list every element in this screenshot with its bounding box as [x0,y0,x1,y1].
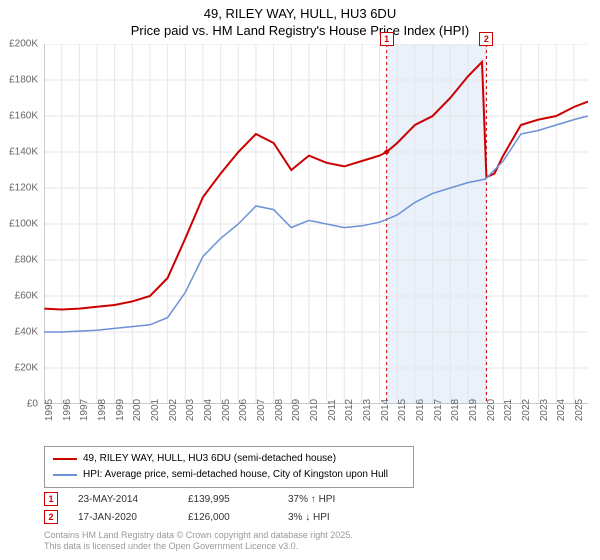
chart-container: 49, RILEY WAY, HULL, HU3 6DU Price paid … [0,0,600,560]
x-tick-label: 1996 [62,399,73,421]
sale-date: 23-MAY-2014 [78,494,168,505]
title-address: 49, RILEY WAY, HULL, HU3 6DU [0,6,600,23]
sale-row: 1 23-MAY-2014 £139,995 37% ↑ HPI [44,490,368,508]
x-tick-label: 2008 [274,399,285,421]
y-tick-label: £20K [15,363,38,374]
x-tick-label: 1999 [115,399,126,421]
y-tick-label: £200K [9,39,38,50]
footer-line2: This data is licensed under the Open Gov… [44,541,353,552]
x-tick-label: 1998 [97,399,108,421]
legend-label: HPI: Average price, semi-detached house,… [83,467,388,483]
x-tick-label: 2018 [450,399,461,421]
x-tick-label: 2001 [150,399,161,421]
x-tick-label: 2015 [397,399,408,421]
x-axis: 1995199619971998199920002001200220032004… [44,406,588,446]
legend-label: 49, RILEY WAY, HULL, HU3 6DU (semi-detac… [83,451,336,467]
y-tick-label: £120K [9,183,38,194]
x-tick-label: 2022 [521,399,532,421]
footer-note: Contains HM Land Registry data © Crown c… [44,530,353,552]
title-subtitle: Price paid vs. HM Land Registry's House … [0,23,600,40]
x-tick-label: 2002 [168,399,179,421]
x-tick-label: 2009 [291,399,302,421]
plot-area: 12 [44,44,588,404]
sale-delta: 37% ↑ HPI [288,494,368,505]
y-tick-label: £40K [15,327,38,338]
x-tick-label: 2016 [415,399,426,421]
x-tick-label: 2006 [238,399,249,421]
x-tick-label: 2019 [468,399,479,421]
x-tick-label: 2012 [344,399,355,421]
sale-price: £139,995 [188,494,268,505]
x-tick-label: 2014 [380,399,391,421]
x-tick-label: 2004 [203,399,214,421]
x-tick-label: 2010 [309,399,320,421]
sale-callout-2: 2 [479,32,493,46]
sale-row: 2 17-JAN-2020 £126,000 3% ↓ HPI [44,508,368,526]
y-tick-label: £180K [9,75,38,86]
sale-marker: 1 [44,492,58,506]
y-tick-label: £0 [27,399,38,410]
sale-marker: 2 [44,510,58,524]
y-tick-label: £140K [9,147,38,158]
x-tick-label: 1995 [44,399,55,421]
sale-callout-1: 1 [380,32,394,46]
x-tick-label: 2003 [185,399,196,421]
x-tick-label: 2020 [486,399,497,421]
x-tick-label: 2024 [556,399,567,421]
x-tick-label: 2005 [221,399,232,421]
x-tick-label: 2007 [256,399,267,421]
x-tick-label: 2017 [433,399,444,421]
y-tick-label: £160K [9,111,38,122]
x-tick-label: 2013 [362,399,373,421]
y-tick-label: £100K [9,219,38,230]
y-axis: £0£20K£40K£60K£80K£100K£120K£140K£160K£1… [0,44,42,404]
title-block: 49, RILEY WAY, HULL, HU3 6DU Price paid … [0,0,600,40]
x-tick-label: 1997 [79,399,90,421]
x-tick-label: 2000 [132,399,143,421]
y-tick-label: £80K [15,255,38,266]
sale-delta: 3% ↓ HPI [288,512,368,523]
legend-item: 49, RILEY WAY, HULL, HU3 6DU (semi-detac… [53,451,405,467]
legend: 49, RILEY WAY, HULL, HU3 6DU (semi-detac… [44,446,414,488]
sale-date: 17-JAN-2020 [78,512,168,523]
legend-swatch [53,474,77,476]
chart-svg [44,44,588,404]
x-tick-label: 2023 [539,399,550,421]
x-tick-label: 2025 [574,399,585,421]
x-tick-label: 2021 [503,399,514,421]
sale-price: £126,000 [188,512,268,523]
legend-item: HPI: Average price, semi-detached house,… [53,467,405,483]
y-tick-label: £60K [15,291,38,302]
sales-table: 1 23-MAY-2014 £139,995 37% ↑ HPI 2 17-JAN-202… [44,490,368,526]
footer-line1: Contains HM Land Registry data © Crown c… [44,530,353,541]
x-tick-label: 2011 [327,399,338,421]
legend-swatch [53,458,77,460]
